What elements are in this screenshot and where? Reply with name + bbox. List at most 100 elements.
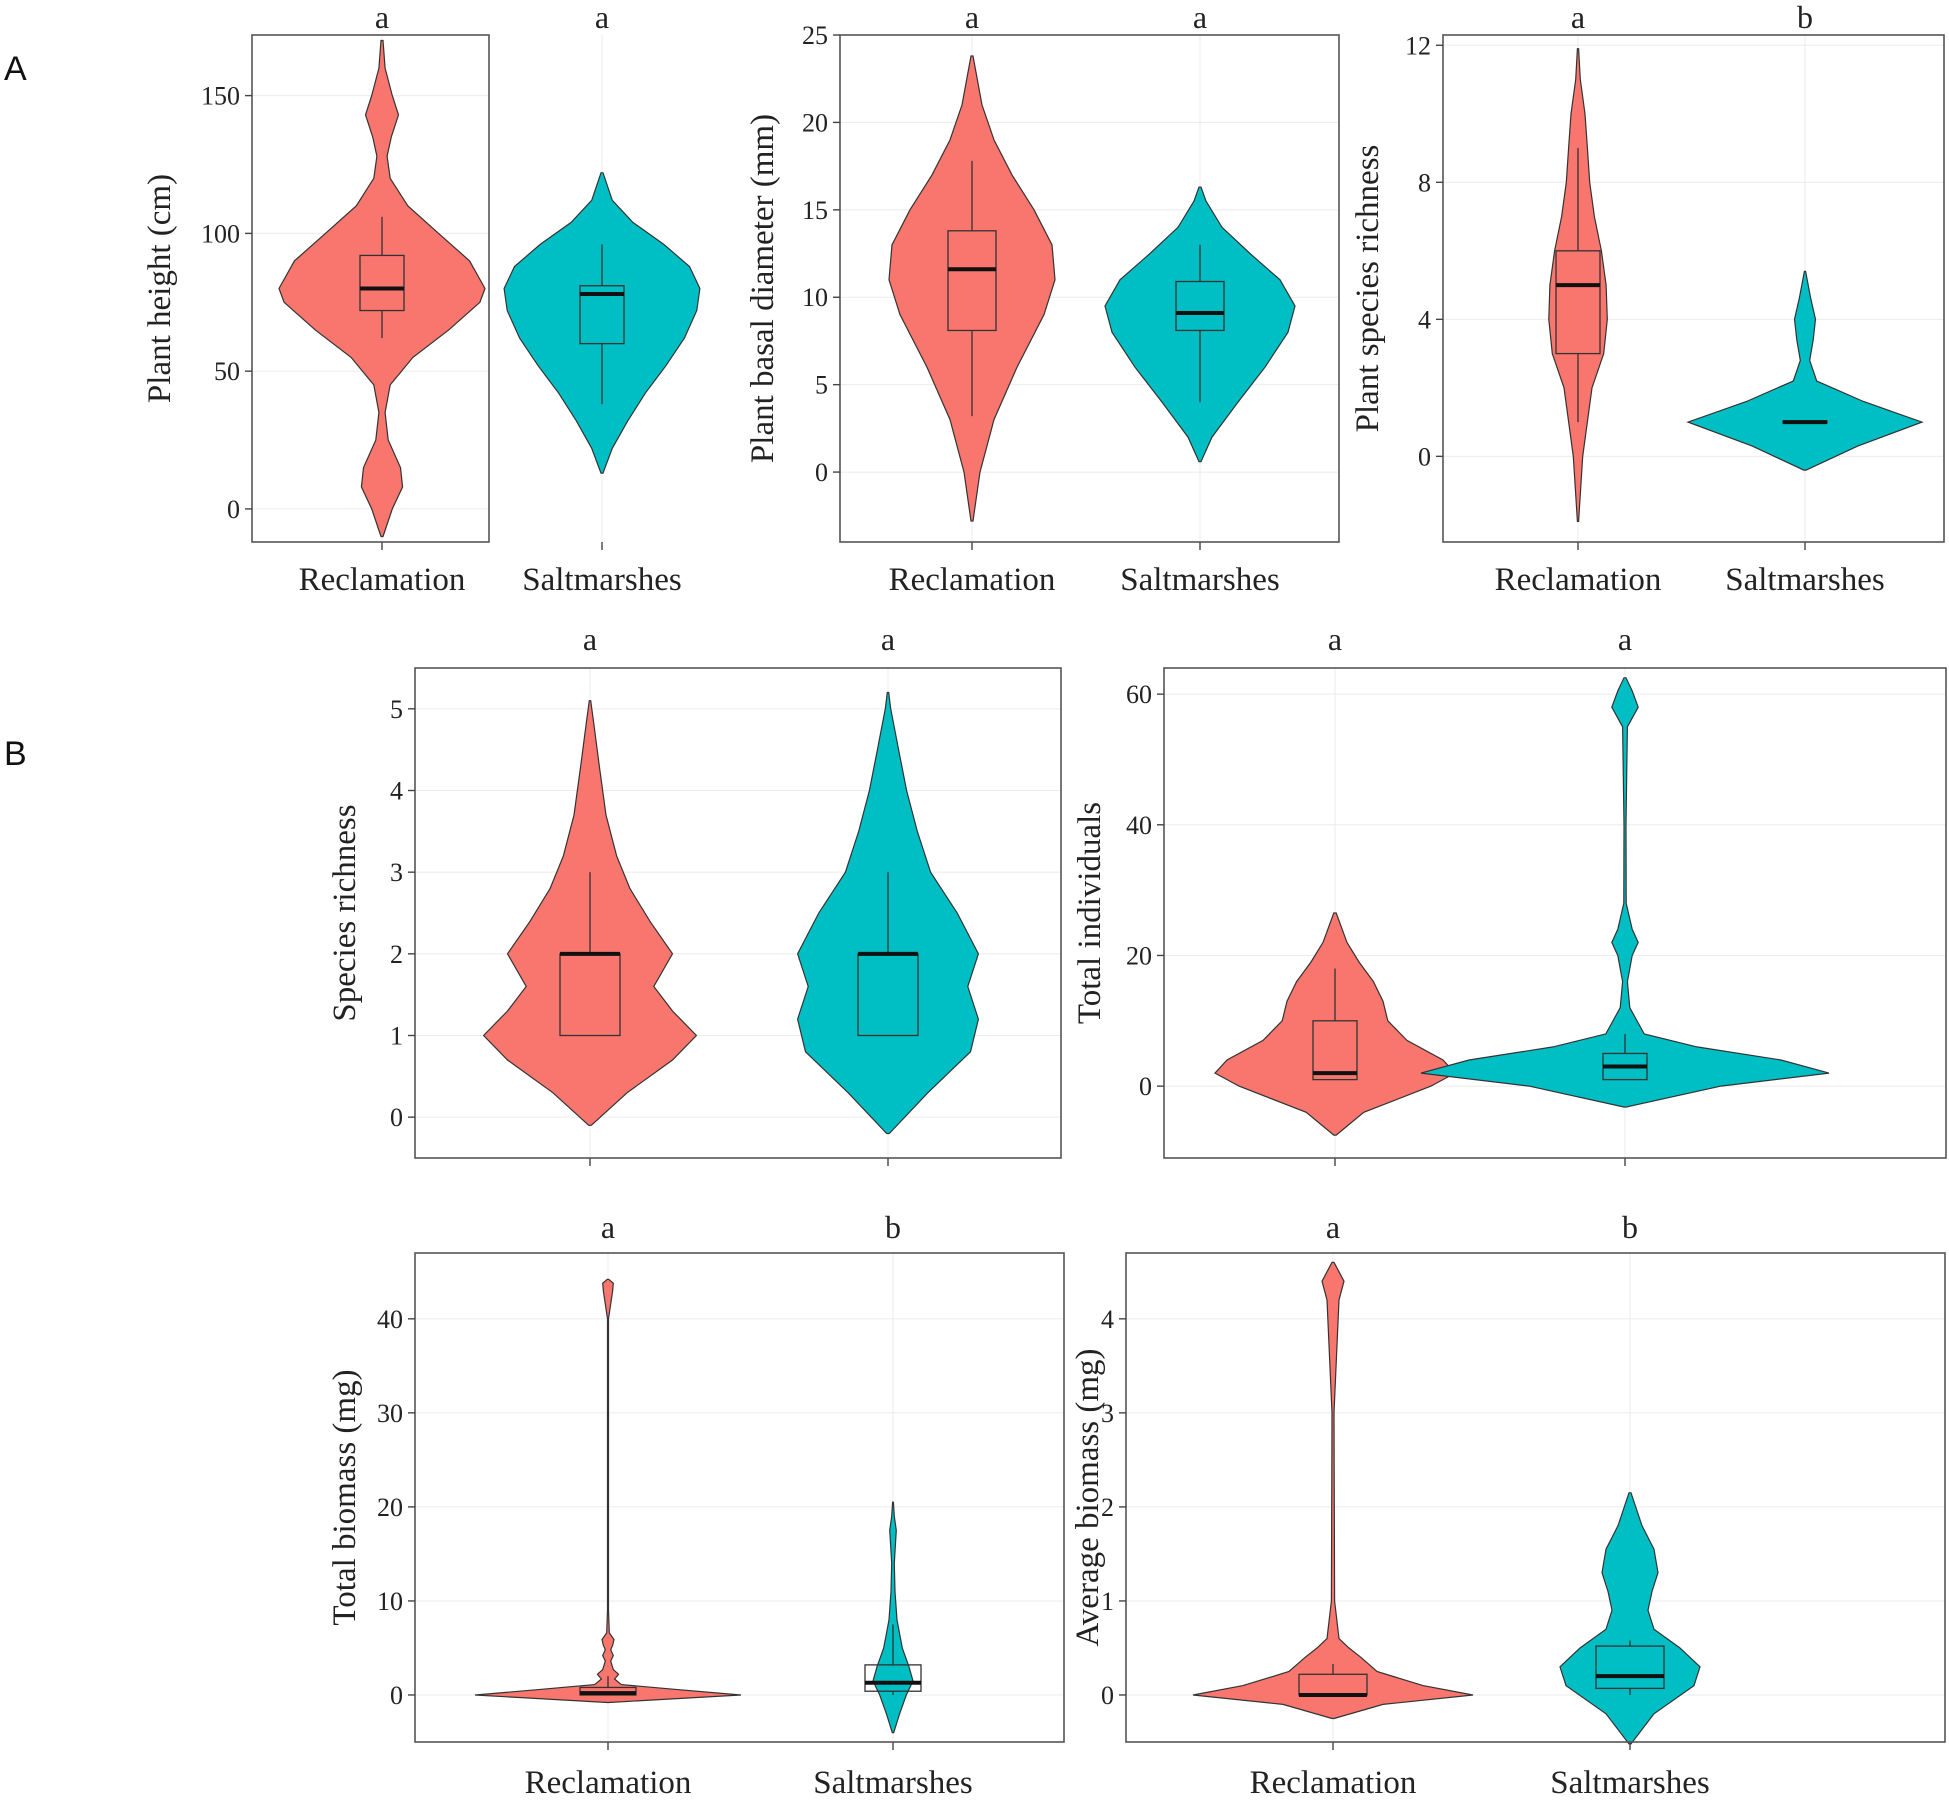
significance-letter: a	[881, 621, 895, 657]
y-tick-label: 12	[1405, 31, 1431, 60]
box-reclamation	[947, 230, 997, 332]
category-label-saltmarshes: Saltmarshes	[1120, 562, 1279, 598]
violin-saltmarshes	[1686, 270, 1924, 471]
violin-saltmarshes	[503, 172, 701, 474]
significance-letter: a	[583, 621, 597, 657]
y-tick-label: 3	[1101, 1399, 1114, 1428]
violin-saltmarshes	[1104, 186, 1296, 463]
y-tick-label: 10	[377, 1587, 403, 1616]
category-label-saltmarshes: Saltmarshes	[1725, 562, 1884, 598]
y-tick-label: 0	[390, 1103, 403, 1132]
y-tick-label: 20	[1126, 941, 1152, 970]
y-tick-label: 15	[802, 196, 828, 225]
y-axis-title: Total biomass (mg)	[327, 1369, 363, 1625]
box-reclamation	[1555, 250, 1601, 355]
box-saltmarshes	[579, 285, 625, 345]
violin-reclamation	[888, 55, 1056, 522]
category-label-reclamation: Reclamation	[1250, 1765, 1417, 1801]
y-tick-label: 150	[201, 82, 240, 111]
significance-letter: a	[1618, 621, 1632, 657]
y-tick-label: 5	[815, 371, 828, 400]
y-tick-label: 50	[214, 357, 240, 386]
y-tick-label: 25	[802, 21, 828, 50]
chart-plant-height: a Reclamation a Saltmarshes 0 50 100 150 Plant h…	[142, 0, 701, 598]
category-label-saltmarshes: Saltmarshes	[522, 562, 681, 598]
y-tick-label: 1	[1101, 1587, 1114, 1616]
y-axis-title: Plant basal diameter (mm)	[745, 114, 781, 463]
significance-letter: a	[595, 0, 609, 35]
y-tick-label: 100	[201, 219, 240, 248]
panel-label-b: B	[4, 735, 27, 773]
y-tick-label: 40	[377, 1305, 403, 1334]
significance-letter: a	[1328, 621, 1342, 657]
box-saltmarshes	[1175, 280, 1225, 332]
y-tick-label: 0	[1139, 1072, 1152, 1101]
plot-frame	[251, 34, 490, 543]
y-tick-label: 10	[802, 283, 828, 312]
y-tick-label: 2	[1101, 1493, 1114, 1522]
chart-total-individuals: a a 0 20 40 60 Total individuals	[1072, 621, 1947, 1166]
chart-total-biomass: a Reclamation b Saltmarshes 0 10 20 30 40 Total b…	[327, 1209, 1065, 1801]
chart-plant-basal-diameter: a Reclamation a Saltmarshes 0 5 10 15 20 25 Plant …	[745, 0, 1340, 598]
y-tick-label: 20	[802, 108, 828, 137]
y-axis-title: Species richness	[327, 804, 363, 1021]
category-label-reclamation: Reclamation	[525, 1765, 692, 1801]
violin-saltmarshes	[1420, 677, 1830, 1108]
plot-frame	[414, 667, 1062, 1159]
y-tick-label: 0	[1418, 442, 1431, 471]
significance-letter: a	[601, 1209, 615, 1245]
category-label-saltmarshes: Saltmarshes	[813, 1765, 972, 1801]
y-tick-label: 0	[815, 458, 828, 487]
y-tick-label: 20	[377, 1493, 403, 1522]
y-tick-label: 1	[390, 1022, 403, 1051]
y-axis-title: Plant height (cm)	[142, 174, 178, 403]
violin-reclamation	[474, 1278, 742, 1704]
y-tick-label: 4	[1101, 1305, 1114, 1334]
plot-frame	[839, 34, 1340, 543]
y-tick-label: 0	[1101, 1681, 1114, 1710]
significance-letter: a	[965, 0, 979, 35]
chart-average-biomass: a Reclamation b Saltmarshes 0 1 2 3 4 Average bio…	[1070, 1209, 1946, 1801]
y-tick-label: 0	[390, 1681, 403, 1710]
y-tick-label: 3	[390, 858, 403, 887]
y-axis-title: Total individuals	[1072, 802, 1108, 1024]
significance-letter: a	[375, 0, 389, 35]
plot-frame	[1163, 667, 1947, 1159]
significance-letter: b	[885, 1209, 901, 1245]
chart-plant-species-richness: a Reclamation b Saltmarshes 0 4 8 12 Plant speci…	[1350, 0, 1945, 598]
panel-label-a: A	[4, 50, 27, 88]
significance-letter: b	[1797, 0, 1813, 35]
y-tick-label: 60	[1126, 680, 1152, 709]
box-saltmarshes	[864, 1664, 922, 1692]
category-label-reclamation: Reclamation	[889, 562, 1056, 598]
y-tick-label: 8	[1418, 168, 1431, 197]
y-tick-label: 4	[390, 777, 403, 806]
y-tick-label: 0	[227, 495, 240, 524]
category-label-reclamation: Reclamation	[1495, 562, 1662, 598]
y-tick-label: 30	[377, 1399, 403, 1428]
category-label-saltmarshes: Saltmarshes	[1550, 1765, 1709, 1801]
significance-letter: a	[1193, 0, 1207, 35]
significance-letter: a	[1326, 1209, 1340, 1245]
violin-saltmarshes	[872, 1501, 914, 1734]
violin-reclamation	[1214, 912, 1456, 1136]
y-tick-label: 2	[390, 940, 403, 969]
y-tick-label: 5	[390, 695, 403, 724]
category-label-reclamation: Reclamation	[299, 562, 466, 598]
violin-saltmarshes	[1559, 1492, 1701, 1745]
chart-species-richness: a a 0 1 2 3 4 5 Species richness	[327, 621, 1062, 1166]
violin-reclamation	[1192, 1261, 1474, 1720]
significance-letter: a	[1571, 0, 1585, 35]
significance-letter: b	[1622, 1209, 1638, 1245]
box-saltmarshes	[1595, 1645, 1665, 1690]
plot-frame	[414, 1252, 1065, 1743]
plot-frame	[1442, 34, 1945, 543]
y-axis-title: Plant species richness	[1350, 145, 1386, 433]
y-tick-label: 4	[1418, 305, 1431, 334]
box-reclamation	[359, 254, 405, 312]
y-axis-title: Average biomass (mg)	[1070, 1348, 1106, 1646]
y-tick-label: 40	[1126, 811, 1152, 840]
plot-frame	[1125, 1252, 1946, 1743]
box-reclamation	[1312, 1020, 1358, 1081]
